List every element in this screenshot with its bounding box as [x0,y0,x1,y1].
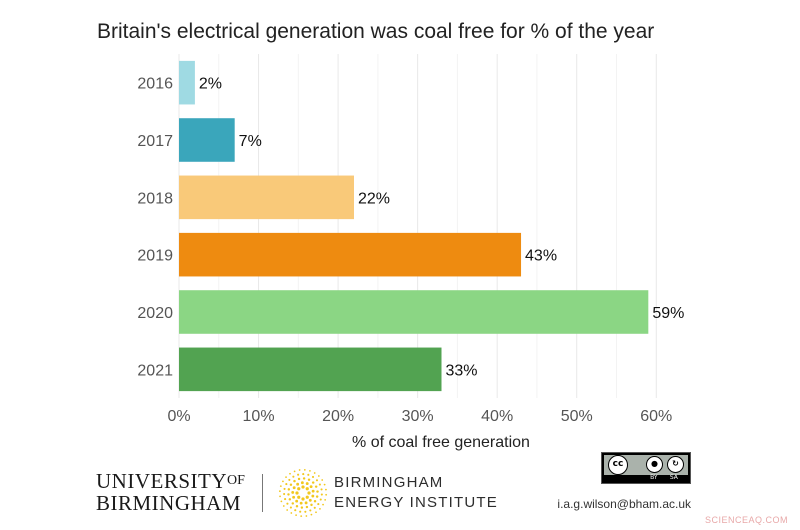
bar-2017 [179,118,235,162]
data-label-2020: 59% [652,305,684,322]
tick-label-10: 10% [243,408,275,425]
category-label-2016: 2016 [137,76,173,93]
grid-lines [178,54,657,398]
share-alike-icon: ↻ [667,456,684,473]
data-label-2017: 7% [239,133,262,150]
chart-title: Britain's electrical generation was coal… [97,20,654,43]
bars [179,60,649,392]
cc-sa-label: SA [669,474,678,481]
category-label-2020: 2020 [137,305,173,322]
data-labels: 2% 7% 22% 43% 59% 33% [199,76,684,380]
tick-label-50: 50% [561,408,593,425]
university-of: OF [227,473,245,488]
energy-institute-logo: BIRMINGHAM ENERGY INSTITUTE [334,473,498,513]
category-label-2021: 2021 [137,362,173,379]
category-label-2017: 2017 [137,133,173,150]
energy-institute-sun-icon [278,468,328,518]
tick-label-20: 20% [322,408,354,425]
cc-license-badge: cc ● ↻ BY SA [601,452,691,484]
data-label-2021: 33% [446,362,478,379]
logo-divider [262,474,263,512]
bar-2020 [179,290,649,334]
bar-2018 [179,175,354,220]
watermark: SCIENCEAQ.COM [704,515,788,525]
bar-2021 [179,347,442,392]
bar-2019 [179,232,522,277]
tick-label-60: 60% [640,408,672,425]
cc-by-label: BY [650,474,658,481]
data-label-2018: 22% [358,190,390,207]
attribution-icon: ● [646,456,663,473]
x-axis-title: % of coal free generation [352,434,530,451]
tick-label-40: 40% [481,408,513,425]
cc-icon: cc [608,455,628,475]
university-line2: BIRMINGHAM [96,491,242,515]
tick-label-30: 30% [402,408,434,425]
category-axis: 2016 2017 2018 2019 2020 2021 [137,76,173,380]
category-label-2018: 2018 [137,190,173,207]
institute-line1: BIRMINGHAM [334,474,444,491]
category-label-2019: 2019 [137,248,173,265]
institute-line2: ENERGY INSTITUTE [334,494,498,511]
data-label-2016: 2% [199,76,222,93]
university-line1: UNIVERSITY [96,469,227,493]
contact-email: i.a.g.wilson@bham.ac.uk [557,497,691,511]
university-logo: UNIVERSITYOF BIRMINGHAM [96,470,245,514]
data-label-2019: 43% [525,248,557,265]
value-axis: 0% 10% 20% 30% 40% 50% 60% [167,408,672,425]
bar-2016 [179,60,195,105]
tick-label-0: 0% [167,408,190,425]
